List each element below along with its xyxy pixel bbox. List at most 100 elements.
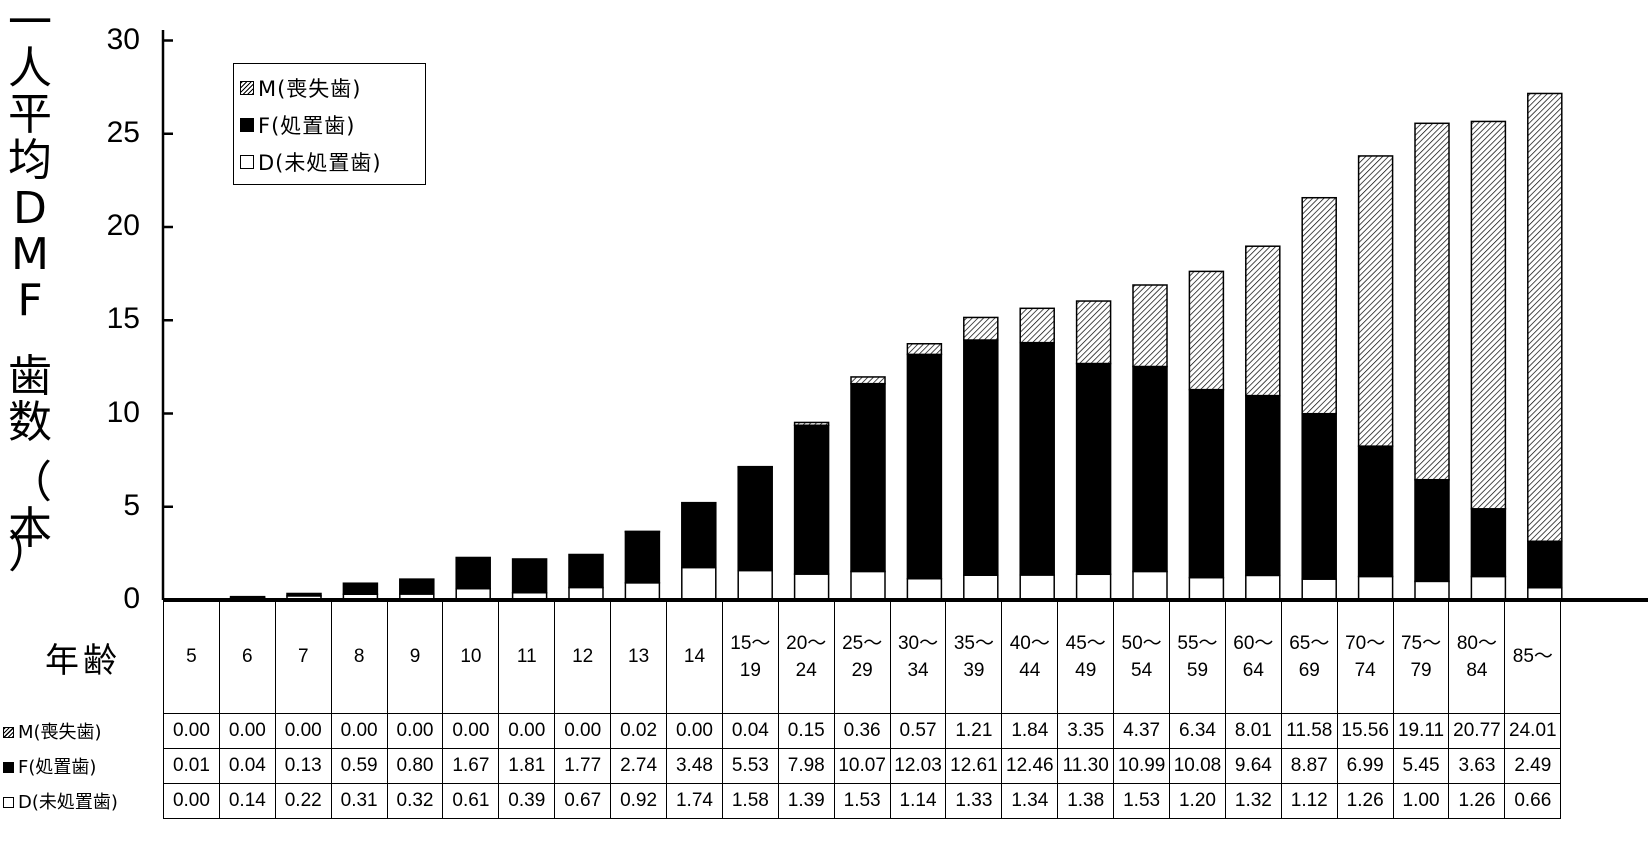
table-cell: 0.04 (218, 747, 276, 784)
row-label-d: D(未処置歯) (3, 783, 164, 818)
y-tick-label: 5 (123, 488, 140, 522)
y-axis-label-char: F (17, 275, 43, 326)
bar-f-segment (1019, 341, 1055, 576)
bar-m-segment (906, 342, 943, 356)
table-cell: 0.02 (610, 712, 668, 749)
bar-m-segment (1301, 196, 1337, 415)
table-cell: 4.37 (1113, 712, 1171, 749)
age-category-label: 75〜 79 (1392, 601, 1450, 714)
table-cell: 0.36 (833, 712, 891, 749)
y-axis-label-char: 本 (8, 503, 52, 554)
bar-d-segment (1132, 570, 1168, 601)
bar-m-segment (1527, 92, 1563, 543)
age-category-label: 15〜 19 (721, 601, 779, 714)
y-axis-label-char: 歯 (8, 351, 52, 402)
bar-m-segment (1132, 284, 1168, 368)
x-axis-title: 年齢 (3, 601, 164, 713)
bar-f-segment (1132, 365, 1168, 573)
bar-f-segment (681, 501, 717, 569)
age-category-label: 8 (330, 601, 388, 714)
bar-d-segment (1245, 574, 1281, 601)
table-cell: 0.15 (777, 712, 835, 749)
age-header-row: 年齢 5 6 7 8 9 10 11 12 13 14 15〜 19 20〜 24 25〜 29 30〜 3… (3, 601, 1562, 714)
legend-item-d: D(未処置歯) (240, 144, 382, 180)
table-cell: 10.08 (1169, 747, 1226, 784)
table-cell: 0.59 (330, 747, 388, 784)
table-cell: 1.00 (1392, 782, 1450, 819)
age-category-label: 40〜 44 (1001, 601, 1059, 714)
age-category-label: 13 (610, 601, 668, 714)
y-tick-label: 10 (106, 395, 140, 429)
table-cell: 0.13 (274, 747, 332, 784)
table-cell: 0.00 (218, 712, 276, 749)
table-cell: 24.01 (1504, 712, 1562, 749)
bar-d-segment (793, 573, 830, 601)
data-table: 年齢 5 6 7 8 9 10 11 12 13 14 15〜 19 20〜 24 25〜 29 30〜 3… (3, 601, 1562, 819)
bar-d-segment (1357, 575, 1394, 601)
bar-m-segment (1019, 307, 1055, 344)
bar-d-segment (963, 574, 999, 601)
age-category-label: 5 (163, 601, 220, 714)
table-cell: 0.67 (554, 782, 612, 819)
age-category-label: 20〜 24 (777, 601, 835, 714)
bar-f-segment (286, 592, 322, 597)
table-cell: 0.00 (274, 712, 332, 749)
table-cell: 1.53 (833, 782, 891, 819)
y-axis-label-char: ） (8, 527, 52, 578)
legend-label-f: F(処置歯) (258, 114, 356, 138)
bar-d-segment (850, 570, 886, 601)
table-cell: 0.04 (721, 712, 779, 749)
row-label-f: F(処置歯) (3, 748, 164, 783)
table-cell: 1.26 (1336, 782, 1394, 819)
bar-d-segment (1075, 573, 1112, 601)
y-tick-label: 20 (106, 209, 140, 242)
table-cell: 1.67 (442, 747, 500, 784)
bar-f-segment (342, 582, 379, 595)
table-cell: 1.39 (777, 782, 835, 819)
age-category-label: 30〜 34 (889, 601, 947, 714)
table-cell: 2.74 (610, 747, 668, 784)
bar-m-segment (1357, 155, 1394, 447)
table-cell: 0.01 (163, 747, 220, 784)
y-axis-label-char: 平 (8, 89, 52, 140)
bar-group (173, 92, 1563, 602)
bar-f-segment (624, 530, 661, 584)
bar-d-segment (624, 582, 661, 601)
table-cell: 2.49 (1504, 747, 1562, 784)
table-cell: 15.56 (1336, 712, 1394, 749)
legend-swatch-icon (3, 762, 14, 773)
table-cell: 1.74 (666, 782, 723, 819)
bar-f-segment (568, 553, 604, 589)
bar-d-segment (906, 577, 943, 601)
age-category-label: 7 (274, 601, 332, 714)
legend-item-f: F(処置歯) (240, 107, 355, 143)
age-category-label: 85〜 (1504, 601, 1562, 714)
age-category-label: 45〜 49 (1057, 601, 1115, 714)
table-cell: 1.12 (1280, 782, 1338, 819)
bar-m-segment (793, 421, 830, 426)
bar-m-segment (1245, 245, 1281, 397)
legend-item-m: M(喪失歯) (240, 70, 362, 106)
table-cell: 0.22 (274, 782, 332, 819)
table-cell: 0.00 (442, 712, 500, 749)
bar-f-segment (511, 558, 548, 594)
table-cell: 3.35 (1057, 712, 1115, 749)
table-cell: 0.32 (386, 782, 444, 819)
y-tick-label: 30 (106, 22, 140, 56)
bar-f-segment (455, 556, 491, 590)
y-axis-label-char: 均 (8, 135, 52, 186)
table-cell: 0.14 (218, 782, 276, 819)
bar-m-segment (850, 376, 886, 385)
table-cell: 12.61 (945, 747, 1003, 784)
table-cell: 6.99 (1336, 747, 1394, 784)
table-cell: 1.77 (554, 747, 612, 784)
age-category-label: 60〜 64 (1224, 601, 1282, 714)
bar-d-segment (1414, 580, 1450, 601)
legend-label-m: M(喪失歯) (258, 77, 362, 101)
legend: M(喪失歯) F(処置歯) D(未処置歯) (233, 63, 426, 185)
table-cell: 1.34 (1001, 782, 1059, 819)
table-cell: 1.14 (889, 782, 947, 819)
bar-f-segment (1414, 478, 1450, 583)
table-cell: 8.01 (1224, 712, 1282, 749)
